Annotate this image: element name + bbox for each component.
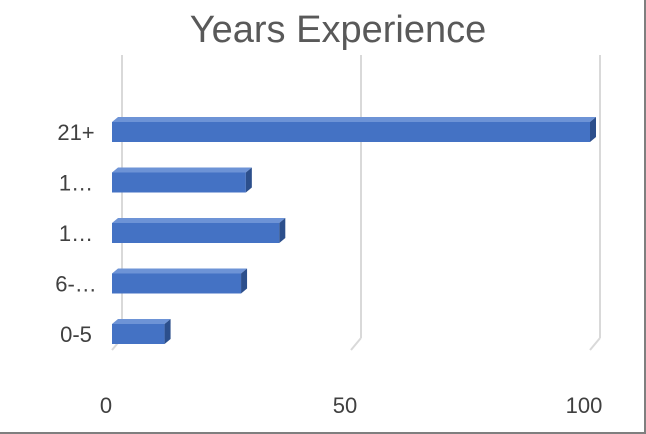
bar-front	[112, 324, 165, 344]
bar-side-face	[164, 319, 171, 344]
y-tick-label: 0-5	[60, 322, 92, 347]
bar-top-face	[112, 218, 286, 223]
x-tick-label: 50	[333, 393, 357, 418]
x-tick-label: 0	[100, 393, 112, 418]
bar-top-face	[112, 319, 171, 324]
x-axis-labels: 0 50 100	[100, 393, 602, 418]
bar-front	[112, 172, 246, 193]
gridlines	[111, 55, 601, 351]
bar-front	[112, 223, 280, 243]
bars	[112, 117, 596, 344]
gridline-foot	[350, 337, 362, 351]
y-tick-label: 1…	[59, 171, 93, 196]
bar-side-face	[245, 167, 252, 193]
y-tick-label: 6-…	[55, 272, 97, 297]
y-tick-label: 1…	[59, 221, 93, 246]
bar	[112, 218, 286, 243]
bar-side-face	[241, 268, 248, 294]
bar	[112, 268, 248, 294]
chart-title: Years Experience	[190, 9, 486, 51]
bar-side-face	[279, 218, 286, 243]
bar-side-face	[590, 117, 596, 142]
bar-top-face	[112, 167, 252, 173]
bar-front	[112, 122, 590, 142]
y-axis-labels: 0-5 6-… 1… 1… 21+	[55, 120, 97, 347]
bar	[112, 319, 171, 344]
bar-top-face	[112, 117, 596, 122]
bar-front	[112, 273, 242, 294]
x-tick-label: 100	[566, 393, 603, 418]
gridline-foot	[589, 337, 601, 351]
bar-top-face	[112, 268, 248, 274]
y-tick-label: 21+	[57, 120, 94, 145]
bar	[112, 117, 596, 142]
bar	[112, 167, 252, 193]
